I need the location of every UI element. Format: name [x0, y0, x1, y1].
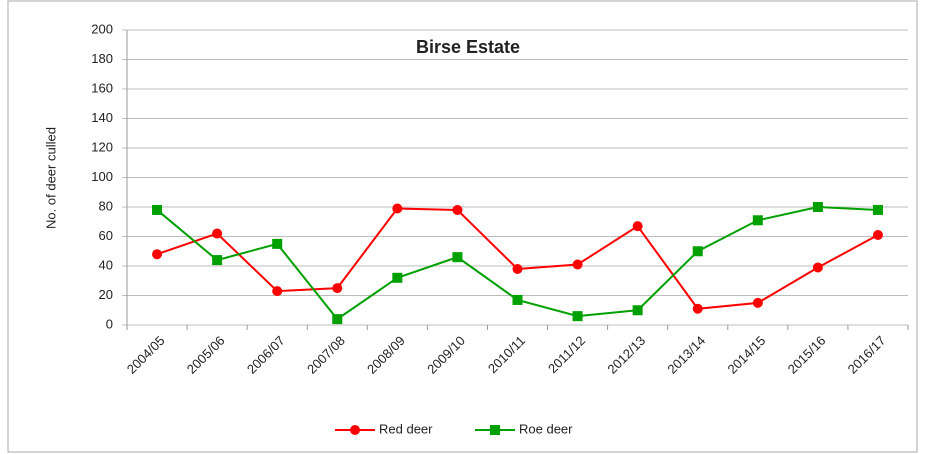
y-tick-label: 0 — [106, 316, 113, 331]
data-point — [572, 311, 583, 322]
y-tick-label: 140 — [91, 110, 113, 125]
chart-title: Birse Estate — [416, 37, 520, 57]
data-point — [272, 286, 283, 297]
data-point — [152, 204, 163, 215]
y-tick-label: 100 — [91, 169, 113, 184]
data-point — [512, 263, 523, 274]
data-point — [872, 204, 883, 215]
data-point — [572, 259, 583, 270]
y-tick-label: 20 — [99, 287, 113, 302]
y-tick-label: 40 — [99, 257, 113, 272]
data-point — [332, 283, 343, 294]
data-point — [812, 262, 823, 273]
y-tick-label: 180 — [91, 51, 113, 66]
data-point — [332, 314, 343, 325]
data-point — [212, 255, 223, 266]
data-point — [872, 230, 883, 241]
y-tick-label: 60 — [99, 228, 113, 243]
legend-marker — [490, 425, 500, 435]
data-point — [212, 228, 223, 239]
y-tick-label: 200 — [91, 21, 113, 36]
data-point — [692, 246, 703, 257]
data-point — [752, 215, 763, 226]
chart-border — [7, 0, 918, 453]
data-point — [632, 305, 643, 316]
y-tick-label: 80 — [99, 198, 113, 213]
data-point — [812, 202, 823, 212]
data-point — [752, 297, 763, 308]
data-point — [452, 252, 463, 263]
data-point — [392, 272, 403, 283]
data-point — [632, 221, 643, 232]
y-tick-label: 160 — [91, 80, 113, 95]
data-point — [392, 203, 403, 214]
data-point — [452, 204, 463, 215]
legend-label: Roe deer — [519, 421, 573, 436]
data-point — [692, 303, 703, 314]
y-tick-label: 120 — [91, 139, 113, 154]
data-point — [272, 238, 283, 249]
data-point — [512, 294, 523, 305]
data-point — [152, 249, 163, 260]
y-axis-label: No. of deer culled — [43, 127, 58, 229]
legend-label: Red deer — [379, 421, 433, 436]
legend-marker — [350, 425, 360, 435]
